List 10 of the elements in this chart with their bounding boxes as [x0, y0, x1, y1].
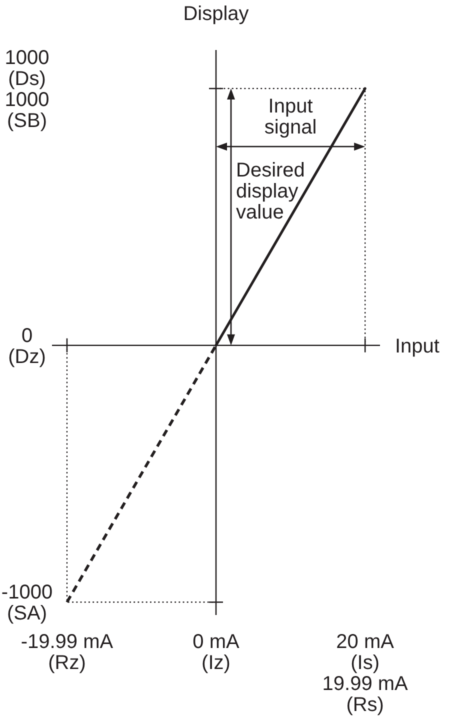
y-tick-label: -1000 (SA) — [1, 582, 53, 625]
x-tick-label: 0 mA (Iz) — [192, 631, 240, 674]
y-axis-title: Display — [183, 3, 249, 25]
y-tick-label: 1000 (Ds) 1000 (SB) — [4, 47, 50, 132]
x-tick-label: -19.99 mA (Rz) — [20, 631, 114, 674]
x-tick-label: 20 mA (Is) 19.99 mA (Rs) — [322, 631, 409, 716]
annotation: Input signal — [264, 96, 317, 139]
x-axis-title: Input — [395, 335, 440, 358]
y-tick-label: 0 (Dz) — [8, 324, 46, 368]
annotation: Desired display value — [236, 160, 305, 224]
